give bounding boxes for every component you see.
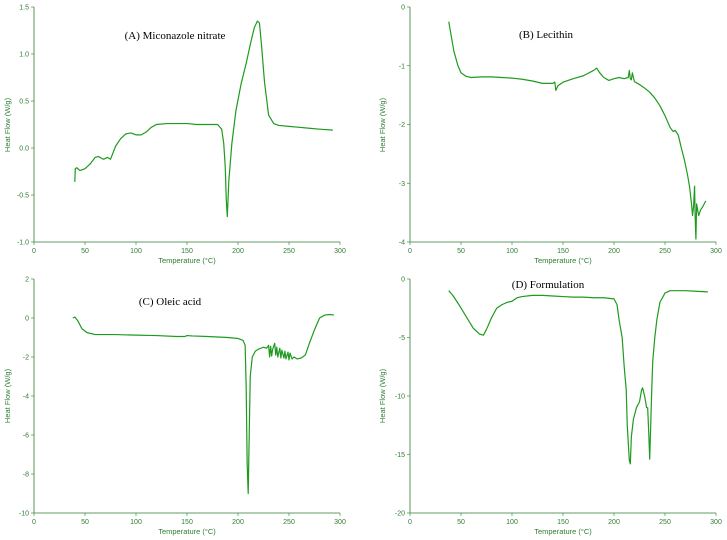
x-tick-label: 250 (659, 519, 671, 526)
x-tick-label: 300 (334, 519, 346, 526)
y-tick-label: 0.0 (19, 146, 29, 153)
x-tick-label: 250 (283, 248, 295, 255)
y-tick-label: -4 (23, 394, 29, 401)
y-tick-label: -2 (23, 355, 29, 362)
panel-a: 0 50 100 150 200 250 300 -1.0 -0.5 0.0 0.5 1.0 1.5 Te… (3, 5, 346, 266)
y-tick-label: 0.5 (19, 99, 29, 106)
x-tick-label: 100 (506, 248, 518, 255)
y-tick-label: -1.0 (17, 240, 29, 247)
y-tick-label: -10 (19, 511, 29, 518)
series-line (448, 21, 707, 240)
x-tick-label: 50 (81, 248, 89, 255)
x-tick-label: 150 (181, 248, 193, 255)
x-tick-label: 150 (557, 248, 569, 255)
y-tick-label: -2 (399, 122, 405, 129)
series-line (72, 313, 334, 495)
x-tick-label: 200 (232, 519, 244, 526)
y-tick-label: 0 (401, 277, 405, 284)
x-tick-label: 0 (32, 248, 36, 255)
x-tick-label: 200 (232, 248, 244, 255)
series-line (74, 20, 333, 218)
panel-d: 0 50 100 150 200 250 300 -20 -15 -10 -5 0 Temperatur… (378, 277, 722, 537)
x-axis-label: Temperature (°C) (158, 256, 216, 265)
y-tick-label: 0 (25, 316, 29, 323)
y-tick-label: -1 (399, 63, 405, 70)
x-tick-label: 150 (181, 519, 193, 526)
x-tick-label: 100 (130, 248, 142, 255)
y-tick-label: -5 (399, 335, 405, 342)
y-tick-label: 1.0 (19, 52, 29, 59)
panel-title: (A) Miconazole nitrate (125, 30, 226, 42)
y-axis-label: Heat Flow (W/g) (3, 368, 12, 423)
x-tick-label: 50 (457, 519, 465, 526)
y-axis-label: Heat Flow (W/g) (378, 97, 387, 152)
panel-title: (B) Lecithin (519, 29, 574, 41)
x-axis-label: Temperature (°C) (534, 256, 592, 265)
x-tick-label: 150 (557, 519, 569, 526)
x-tick-label: 200 (608, 519, 620, 526)
y-tick-label: -8 (23, 472, 29, 479)
x-tick-label: 300 (334, 248, 346, 255)
series-line (448, 290, 708, 465)
x-tick-label: 250 (659, 248, 671, 255)
x-tick-label: 250 (283, 519, 295, 526)
x-tick-label: 0 (408, 248, 412, 255)
y-tick-label: 0 (401, 5, 405, 12)
panel-title: (C) Oleic acid (139, 296, 202, 308)
x-tick-label: 50 (81, 519, 89, 526)
x-tick-label: 0 (408, 519, 412, 526)
x-tick-label: 300 (710, 519, 722, 526)
y-tick-label: -15 (395, 452, 405, 459)
y-axis-label: Heat Flow (W/g) (378, 368, 387, 423)
y-tick-label: 2 (25, 277, 29, 284)
y-axis-label: Heat Flow (W/g) (3, 97, 12, 152)
x-tick-label: 200 (608, 248, 620, 255)
y-tick-label: -10 (395, 394, 405, 401)
panel-title: (D) Formulation (512, 279, 585, 291)
x-tick-label: 0 (32, 519, 36, 526)
x-axis-label: Temperature (°C) (534, 527, 592, 536)
panel-c: 0 50 100 150 200 250 300 -10 -8 -6 -4 -2 0 2 Temperatu… (3, 277, 346, 537)
y-tick-label: -20 (395, 511, 405, 518)
panel-b: 0 50 100 150 200 250 300 -4 -3 -2 -1 0 Temperature (… (378, 5, 722, 266)
y-tick-label: -6 (23, 433, 29, 440)
x-axis-label: Temperature (°C) (158, 527, 216, 536)
y-tick-label: -3 (399, 181, 405, 188)
y-tick-label: 1.5 (19, 5, 29, 12)
y-tick-label: -0.5 (17, 193, 29, 200)
x-tick-label: 50 (457, 248, 465, 255)
x-tick-label: 300 (710, 248, 722, 255)
x-tick-label: 100 (506, 519, 518, 526)
y-tick-label: -4 (399, 240, 405, 247)
x-tick-label: 100 (130, 519, 142, 526)
